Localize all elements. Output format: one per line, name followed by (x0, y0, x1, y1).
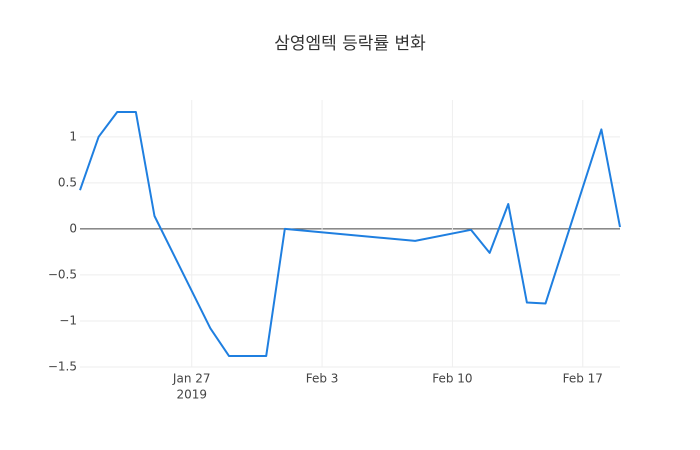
y-tick-label: 0 (69, 221, 77, 235)
y-tick-label: −1.5 (48, 360, 77, 374)
line (79, 110, 621, 357)
y-tick-label: 1 (69, 129, 77, 143)
x-tick-label: Feb 10 (432, 372, 472, 386)
y-tick-label: −1 (59, 313, 77, 327)
x-tick-label: Feb 3 (306, 372, 339, 386)
x-tick-label: Feb 17 (563, 372, 603, 386)
y-tick-label: −0.5 (48, 267, 77, 281)
x-tick-year: 2019 (176, 388, 207, 402)
y-tick-label: 0.5 (58, 175, 77, 189)
x-tick-label: Jan 27 (172, 372, 211, 386)
chart-title: 삼영엠텍 등락률 변화 (274, 34, 426, 54)
